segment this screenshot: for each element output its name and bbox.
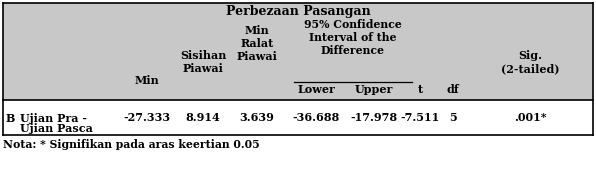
Text: Sig.
(2-tailed): Sig. (2-tailed) <box>501 50 559 74</box>
Text: -7.511: -7.511 <box>401 112 440 123</box>
Text: -27.333: -27.333 <box>123 112 170 123</box>
Text: B: B <box>6 113 15 124</box>
Text: 8.914: 8.914 <box>185 112 221 123</box>
Text: -36.688: -36.688 <box>293 112 340 123</box>
Text: Upper: Upper <box>355 84 393 95</box>
Text: Nota: * Signifikan pada aras keertian 0.05: Nota: * Signifikan pada aras keertian 0.… <box>3 139 260 150</box>
Text: -17.978: -17.978 <box>350 112 398 123</box>
Text: 5: 5 <box>449 112 457 123</box>
Text: .001*: .001* <box>514 112 547 123</box>
Text: 3.639: 3.639 <box>240 112 274 123</box>
Text: Sisihan
Piawai: Sisihan Piawai <box>180 50 226 74</box>
Text: Lower: Lower <box>297 84 335 95</box>
Bar <box>3 3 593 100</box>
Text: Ujian Pasca: Ujian Pasca <box>20 124 93 135</box>
Text: t: t <box>417 84 423 95</box>
Text: Min
Ralat
Piawai: Min Ralat Piawai <box>237 25 277 62</box>
Bar <box>3 100 593 135</box>
Text: 95% Confidence
Interval of the
Difference: 95% Confidence Interval of the Differenc… <box>304 19 402 57</box>
Text: Perbezaan Pasangan: Perbezaan Pasangan <box>226 5 370 18</box>
Text: Min: Min <box>135 75 159 86</box>
Text: df: df <box>446 84 460 95</box>
Text: Ujian Pra -: Ujian Pra - <box>20 113 87 124</box>
